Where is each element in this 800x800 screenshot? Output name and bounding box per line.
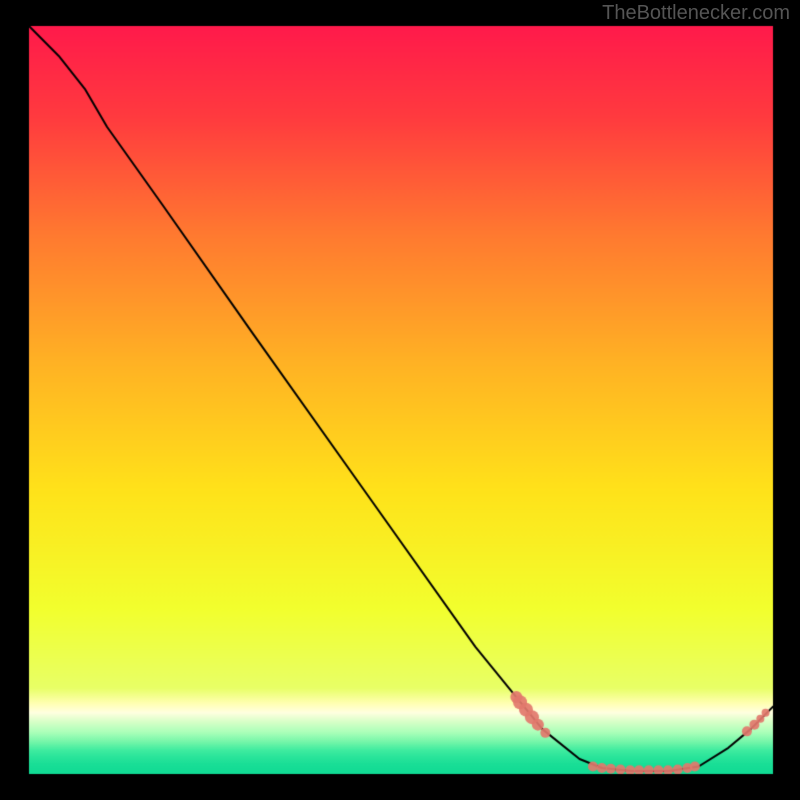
bottleneck-curve-chart bbox=[0, 0, 800, 800]
chart-stage: TheBottlenecker.com bbox=[0, 0, 800, 800]
attribution-label: TheBottlenecker.com bbox=[602, 2, 790, 25]
